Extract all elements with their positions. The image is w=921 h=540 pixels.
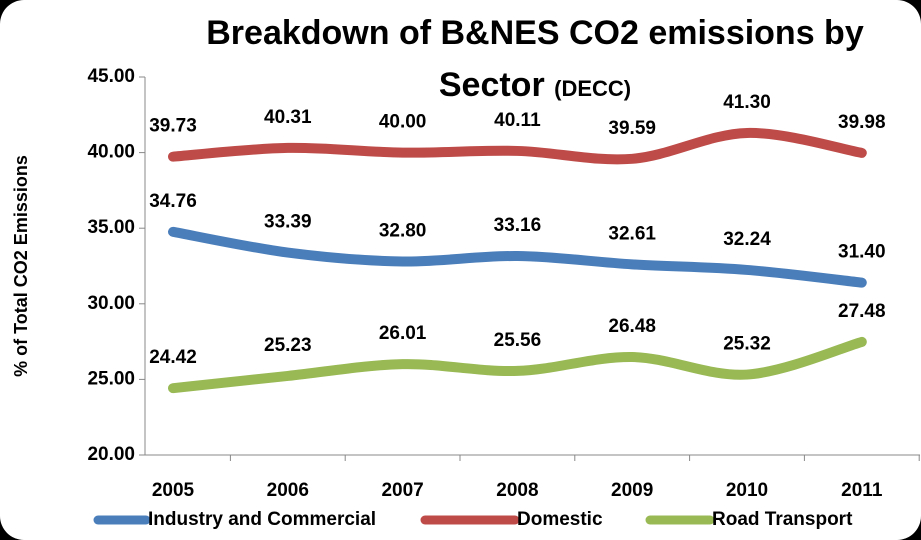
legend-label: Industry and Commercial (148, 509, 376, 530)
data-label: 31.40 (838, 242, 886, 263)
data-label: 40.11 (494, 110, 541, 131)
y-tick-label: 35.00 (87, 217, 135, 238)
data-label: 40.31 (264, 107, 312, 128)
data-label: 32.61 (608, 223, 656, 244)
y-axis-label: % of Total CO2 Emissions (11, 155, 31, 377)
data-label: 25.56 (494, 330, 542, 351)
data-label: 25.32 (723, 334, 771, 355)
data-label: 41.30 (723, 92, 771, 113)
y-tick-label: 45.00 (87, 66, 135, 87)
data-label: 26.01 (379, 323, 427, 344)
legend-label: Domestic (517, 509, 603, 530)
data-label: 33.39 (264, 212, 312, 233)
data-label: 27.48 (838, 301, 886, 322)
data-label: 32.80 (379, 220, 427, 241)
legend-label: Road Transport (712, 509, 853, 530)
data-label: 39.98 (838, 112, 886, 133)
series-line (168, 127, 867, 165)
data-label: 40.00 (379, 112, 427, 133)
data-label: 33.16 (494, 215, 542, 236)
chart-subtitle: (DECC) (554, 76, 632, 101)
y-tick-label: 25.00 (87, 368, 135, 389)
data-label: 24.42 (149, 347, 197, 368)
series-line (168, 336, 867, 394)
y-tick-label: 20.00 (87, 444, 135, 465)
x-tick-label: 2009 (611, 480, 653, 501)
x-tick-label: 2011 (841, 480, 883, 501)
x-tick-label: 2006 (267, 480, 309, 501)
series-line (168, 226, 867, 288)
x-tick-label: 2007 (381, 480, 423, 501)
y-tick-label: 40.00 (87, 142, 135, 163)
x-tick-label: 2008 (496, 480, 538, 501)
chart-title: Breakdown of B&NES CO2 emissions by Sect… (206, 14, 864, 104)
data-label: 32.24 (723, 229, 771, 250)
data-label: 26.48 (608, 316, 656, 337)
chart-title-block: Breakdown of B&NES CO2 emissions by Sect… (170, 7, 900, 115)
y-tick-label: 30.00 (87, 293, 135, 314)
data-label: 39.73 (149, 116, 197, 137)
x-tick-label: 2005 (152, 480, 195, 501)
data-label: 25.23 (264, 335, 312, 356)
data-label: 34.76 (149, 191, 197, 212)
data-label: 39.59 (608, 118, 656, 139)
x-tick-label: 2010 (726, 480, 768, 501)
